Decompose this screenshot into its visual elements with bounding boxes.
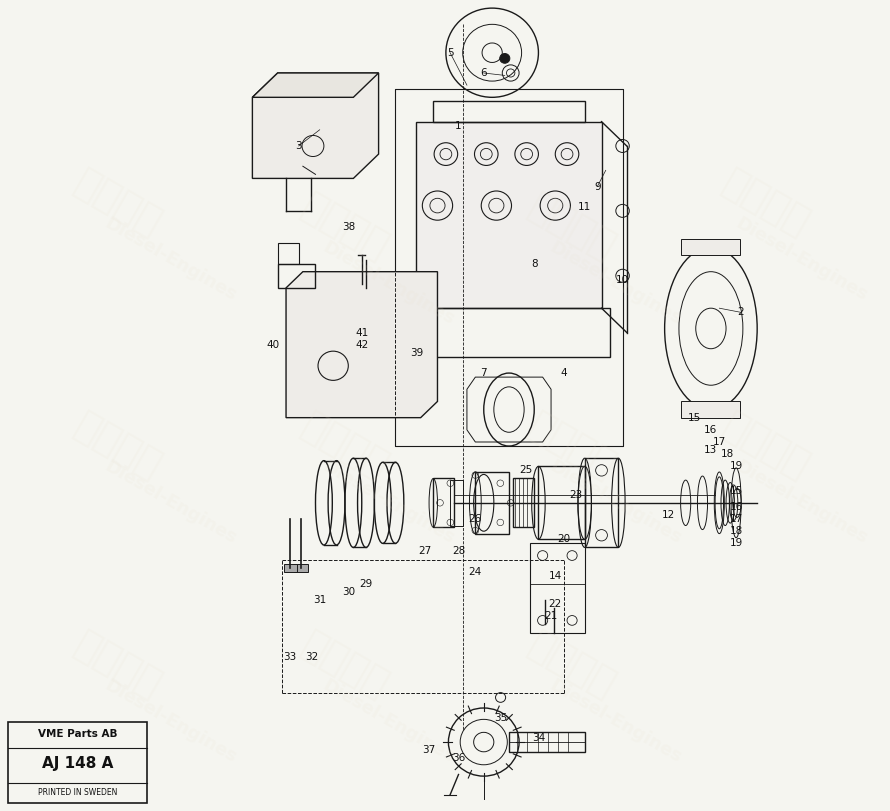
- Text: 1: 1: [455, 121, 462, 131]
- Bar: [585, 458, 619, 547]
- Text: Diesel-Engines: Diesel-Engines: [101, 457, 239, 548]
- Bar: [278, 264, 315, 288]
- Text: 紫发动力: 紫发动力: [522, 406, 621, 486]
- Text: 17: 17: [730, 514, 743, 524]
- Text: 15: 15: [687, 413, 700, 423]
- Text: 38: 38: [343, 222, 356, 232]
- Text: 32: 32: [304, 652, 318, 662]
- Text: 29: 29: [360, 579, 373, 589]
- Text: 紫发动力: 紫发动力: [522, 625, 621, 705]
- Text: 8: 8: [531, 259, 538, 268]
- Circle shape: [500, 54, 510, 63]
- Text: 紫发动力: 紫发动力: [68, 163, 167, 242]
- Text: 紫发动力: 紫发动力: [715, 406, 815, 486]
- Text: 16: 16: [730, 502, 743, 512]
- Text: Diesel-Engines: Diesel-Engines: [320, 238, 458, 329]
- Polygon shape: [286, 272, 438, 418]
- Text: AJ 148 A: AJ 148 A: [42, 757, 114, 771]
- Text: 27: 27: [418, 547, 432, 556]
- Text: 13: 13: [704, 445, 717, 455]
- Text: 9: 9: [594, 182, 601, 191]
- Text: 紫发动力: 紫发动力: [715, 163, 815, 242]
- Text: Diesel-Engines: Diesel-Engines: [320, 457, 458, 548]
- Text: 41: 41: [355, 328, 368, 337]
- Text: 3: 3: [295, 141, 302, 151]
- Bar: [284, 564, 297, 572]
- Text: 40: 40: [267, 340, 280, 350]
- Polygon shape: [682, 239, 740, 255]
- Text: 紫发动力: 紫发动力: [68, 406, 167, 486]
- Text: 14: 14: [548, 571, 562, 581]
- Text: 37: 37: [423, 745, 436, 755]
- Bar: [538, 466, 585, 539]
- Polygon shape: [682, 401, 740, 418]
- Text: Diesel-Engines: Diesel-Engines: [732, 457, 870, 548]
- Polygon shape: [253, 73, 378, 97]
- Text: Diesel-Engines: Diesel-Engines: [101, 214, 239, 305]
- Text: 4: 4: [561, 368, 567, 378]
- Text: 34: 34: [532, 733, 545, 743]
- Text: 紫发动力: 紫发动力: [522, 187, 621, 267]
- Bar: [8, 722, 147, 803]
- Text: 35: 35: [494, 713, 507, 723]
- Text: Diesel-Engines: Diesel-Engines: [546, 676, 685, 767]
- Bar: [433, 101, 585, 122]
- Bar: [433, 478, 454, 527]
- Text: 21: 21: [545, 611, 558, 621]
- Text: 39: 39: [409, 348, 423, 358]
- Text: Diesel-Engines: Diesel-Engines: [732, 214, 870, 305]
- Text: 10: 10: [616, 275, 629, 285]
- Polygon shape: [253, 73, 378, 178]
- Text: 33: 33: [284, 652, 297, 662]
- Text: 19: 19: [730, 539, 743, 548]
- Bar: [295, 564, 308, 572]
- Text: 24: 24: [469, 567, 482, 577]
- Bar: [475, 472, 509, 534]
- Text: 5: 5: [447, 48, 453, 58]
- Bar: [450, 480, 463, 526]
- Text: 18: 18: [721, 449, 734, 459]
- Text: 紫发动力: 紫发动力: [68, 625, 167, 705]
- Bar: [278, 243, 299, 264]
- Text: Diesel-Engines: Diesel-Engines: [546, 238, 685, 329]
- Text: 15: 15: [730, 486, 743, 496]
- Text: 11: 11: [578, 202, 591, 212]
- Text: 28: 28: [452, 547, 465, 556]
- Text: Diesel-Engines: Diesel-Engines: [101, 676, 239, 767]
- Text: 26: 26: [469, 514, 482, 524]
- Text: 16: 16: [704, 425, 717, 435]
- Text: 22: 22: [548, 599, 562, 609]
- Text: 23: 23: [570, 490, 583, 500]
- Text: 18: 18: [730, 526, 743, 536]
- Text: 36: 36: [452, 753, 465, 763]
- Text: 31: 31: [313, 595, 327, 605]
- Bar: [530, 543, 585, 633]
- Text: 12: 12: [662, 510, 676, 520]
- Bar: [514, 478, 534, 527]
- Text: 紫发动力: 紫发动力: [295, 406, 394, 486]
- Text: VME Parts AB: VME Parts AB: [38, 729, 117, 739]
- Text: Diesel-Engines: Diesel-Engines: [320, 676, 458, 767]
- Text: 紫发动力: 紫发动力: [295, 187, 394, 267]
- Text: PRINTED IN SWEDEN: PRINTED IN SWEDEN: [38, 787, 117, 797]
- Text: 2: 2: [737, 307, 744, 317]
- Text: 紫发动力: 紫发动力: [295, 625, 394, 705]
- Text: 7: 7: [481, 368, 487, 378]
- Text: Diesel-Engines: Diesel-Engines: [546, 457, 685, 548]
- Text: 30: 30: [343, 587, 356, 597]
- Bar: [408, 308, 610, 357]
- Text: 17: 17: [713, 437, 726, 447]
- Text: 42: 42: [355, 340, 368, 350]
- Bar: [395, 89, 623, 446]
- Polygon shape: [417, 122, 602, 308]
- Text: 25: 25: [519, 466, 532, 475]
- Bar: [509, 732, 585, 752]
- Text: 19: 19: [730, 461, 743, 471]
- Text: 6: 6: [481, 68, 487, 78]
- Text: 20: 20: [557, 534, 570, 544]
